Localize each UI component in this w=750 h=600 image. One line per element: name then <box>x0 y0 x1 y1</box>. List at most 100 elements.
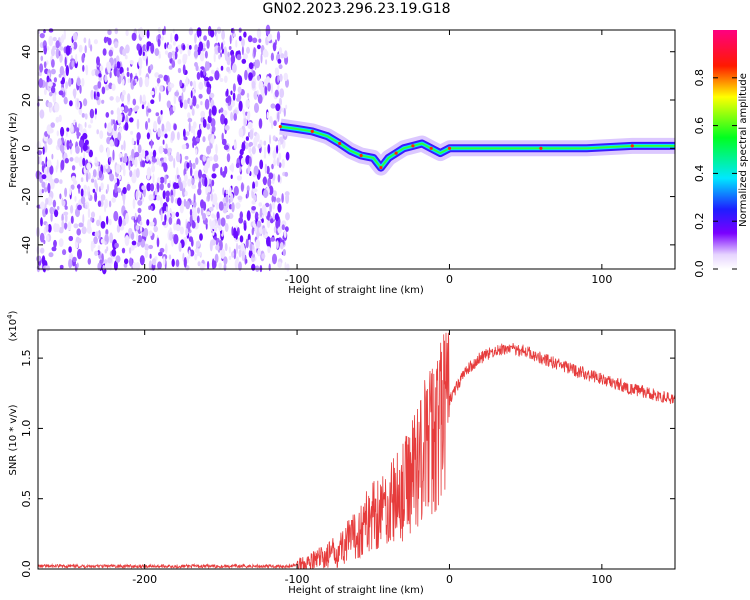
noise-speckle <box>72 88 77 97</box>
noise-speckle <box>182 64 186 75</box>
noise-speckle <box>195 148 198 155</box>
colorbar-tick-label: 0.8 <box>693 69 706 87</box>
noise-speckle <box>167 182 171 189</box>
noise-speckle <box>156 237 160 248</box>
noise-speckle <box>173 186 176 198</box>
noise-speckle <box>160 110 163 115</box>
noise-speckle <box>179 226 184 235</box>
noise-speckle <box>208 76 214 82</box>
noise-speckle <box>157 177 161 184</box>
noise-speckle <box>183 136 188 141</box>
noise-speckle <box>88 149 94 158</box>
noise-speckle <box>279 88 285 98</box>
noise-speckle <box>281 193 284 204</box>
noise-speckle <box>284 50 288 59</box>
noise-speckle <box>122 155 128 163</box>
noise-speckle <box>47 81 53 87</box>
noise-speckle <box>82 64 85 72</box>
noise-speckle <box>209 29 215 38</box>
noise-speckle <box>96 219 101 227</box>
noise-speckle <box>64 187 68 198</box>
noise-speckle <box>133 145 136 151</box>
noise-speckle <box>132 262 137 270</box>
noise-speckle <box>286 263 290 272</box>
noise-speckle <box>136 232 139 243</box>
noise-speckle <box>246 111 251 122</box>
noise-speckle <box>222 187 225 196</box>
noise-speckle <box>246 210 251 221</box>
noise-speckle <box>192 137 197 143</box>
noise-speckle <box>45 208 48 215</box>
noise-speckle <box>276 31 281 42</box>
noise-speckle <box>59 65 65 76</box>
noise-speckle <box>223 263 227 272</box>
noise-speckle <box>122 78 125 86</box>
noise-speckle <box>98 170 103 179</box>
noise-speckle <box>164 133 168 139</box>
noise-speckle <box>126 71 130 78</box>
noise-speckle <box>39 188 43 198</box>
noise-speckle <box>39 63 44 73</box>
noise-speckle <box>82 142 88 152</box>
noise-speckle <box>174 91 180 97</box>
noise-speckle <box>55 48 60 59</box>
noise-speckle <box>218 239 223 251</box>
noise-speckle <box>199 128 202 136</box>
noise-speckle <box>168 254 172 260</box>
noise-speckle <box>272 190 277 197</box>
noise-speckle <box>152 149 157 158</box>
noise-speckle <box>154 86 157 94</box>
noise-speckle <box>138 153 142 162</box>
noise-speckle <box>191 108 195 116</box>
noise-speckle <box>232 63 237 73</box>
noise-speckle <box>195 104 200 109</box>
noise-speckle <box>259 207 263 218</box>
noise-speckle <box>231 251 235 258</box>
noise-speckle <box>150 205 153 211</box>
y-tick-label: 0 <box>20 145 33 152</box>
noise-speckle <box>194 44 199 52</box>
noise-speckle <box>177 44 181 50</box>
noise-speckle <box>210 143 213 149</box>
noise-speckle <box>65 65 70 77</box>
track-peak <box>539 146 543 150</box>
noise-speckle <box>240 157 245 166</box>
noise-speckle <box>93 91 96 100</box>
noise-speckle <box>134 105 140 110</box>
noise-speckle <box>220 217 226 227</box>
noise-speckle <box>111 83 116 91</box>
noise-speckle <box>169 231 173 241</box>
noise-speckle <box>113 178 118 184</box>
noise-speckle <box>285 212 290 221</box>
noise-speckle <box>130 130 134 135</box>
snr-x-ticks: -200 -100 0 100 <box>132 330 612 586</box>
noise-speckle <box>88 191 91 199</box>
noise-speckle <box>241 46 244 56</box>
noise-speckle <box>122 89 126 96</box>
noise-speckle <box>76 228 81 236</box>
noise-speckle <box>138 77 143 88</box>
noise-speckle <box>155 112 160 117</box>
noise-speckle <box>209 156 213 162</box>
noise-speckle <box>253 47 256 58</box>
noise-speckle <box>214 253 219 263</box>
noise-speckle <box>170 194 174 204</box>
noise-speckle <box>244 142 249 150</box>
noise-speckle <box>99 65 104 72</box>
noise-speckle <box>272 253 277 265</box>
noise-speckle <box>47 137 53 145</box>
noise-speckle <box>96 172 100 179</box>
noise-speckle <box>173 182 177 190</box>
noise-speckle <box>109 96 114 101</box>
noise-speckle <box>272 201 276 210</box>
noise-speckle <box>224 124 230 131</box>
noise-speckle <box>238 217 244 224</box>
noise-speckle <box>277 140 281 151</box>
noise-speckle <box>157 261 162 270</box>
noise-speckle <box>148 194 154 202</box>
noise-speckle <box>99 144 104 153</box>
noise-speckle <box>193 170 199 180</box>
noise-speckle <box>237 75 243 86</box>
noise-speckle <box>202 118 207 128</box>
noise-speckle <box>53 77 58 83</box>
